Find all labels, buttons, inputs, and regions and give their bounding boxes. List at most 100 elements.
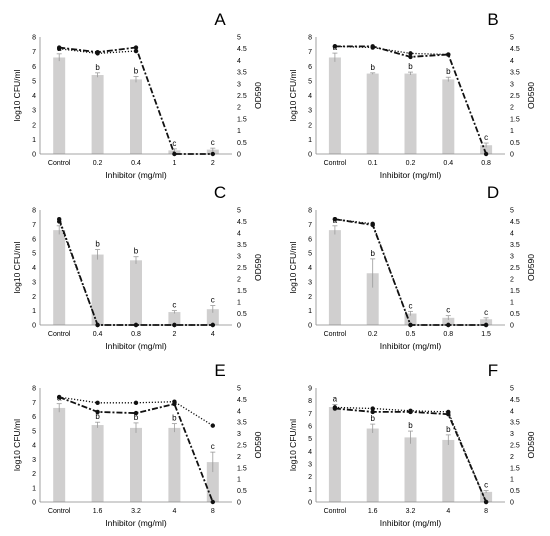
line-dashed-marker: [95, 50, 100, 55]
line-dashed-marker: [57, 45, 62, 50]
y2-tick-label: 0: [237, 323, 241, 330]
y-tick-label: 7: [32, 222, 36, 229]
y2-tick-label: 2: [510, 454, 514, 461]
x-tick-label: 4: [446, 508, 450, 515]
bar: [480, 145, 493, 154]
y2-tick-label: 2.5: [237, 443, 247, 450]
y-tick-label: 6: [32, 64, 36, 71]
y2-tick-label: 1: [237, 477, 241, 484]
bar: [366, 273, 379, 325]
y-axis-label: log10 CFU/ml: [288, 419, 298, 471]
y-tick-label: 1: [308, 487, 312, 494]
y2-tick-label: 1.5: [510, 465, 520, 472]
y2-axis-label: OD590: [526, 431, 536, 458]
line-dashed: [58, 396, 214, 503]
y2-tick-label: 1.5: [237, 288, 247, 295]
chart-panel-F: a b b b c 0 1 2 3 4 5 6 7 8 9 0 0.5 1 1.5 2 2.5 3 3.5 4 4.5 5 Cont…: [288, 361, 536, 528]
y2-tick-label: 3: [510, 431, 514, 438]
x-tick-label: 0.4: [131, 160, 141, 167]
y2-tick-label: 5: [237, 35, 241, 42]
y2-tick-label: 4.5: [510, 219, 520, 226]
line-dashed-marker: [172, 401, 177, 407]
x-axis-label: Inhibitor (mg/ml): [105, 518, 167, 528]
y2-tick-label: 1: [237, 300, 241, 307]
bar: [53, 230, 66, 325]
y2-tick-label: 2.5: [237, 93, 247, 100]
y2-tick-label: 1: [510, 300, 514, 307]
y2-tick-label: 4: [510, 231, 514, 238]
y-tick-label: 0: [32, 323, 36, 330]
y-axis-label: log10 CFU/ml: [288, 69, 298, 121]
y2-tick-label: 4.5: [237, 219, 247, 226]
line-dashed-marker: [408, 409, 413, 415]
y-tick-label: 2: [32, 471, 36, 478]
significance-letter: c: [446, 306, 450, 315]
y-tick-label: 5: [32, 251, 36, 258]
y2-tick-label: 3: [237, 254, 241, 261]
y2-tick-label: 1: [510, 128, 514, 135]
y2-axis-label: OD590: [526, 254, 536, 281]
y2-tick-label: 3: [237, 431, 241, 438]
line-dashed-marker: [483, 151, 489, 157]
x-tick-label: 4: [172, 508, 176, 515]
significance-letter: c: [211, 296, 215, 305]
x-axis-label: Inhibitor (mg/ml): [105, 170, 167, 180]
significance-letter: c: [484, 308, 488, 317]
y2-tick-label: 2.5: [510, 93, 520, 100]
bar: [328, 57, 341, 154]
y2-tick-label: 2: [237, 105, 241, 112]
x-tick-label: 2: [211, 160, 215, 167]
line-dashed-marker: [483, 322, 489, 328]
y2-tick-label: 4: [237, 58, 241, 65]
chart-panel-B: abbbc01234567800.511.522.533.544.55Contr…: [288, 10, 536, 180]
y2-tick-label: 2: [237, 454, 241, 461]
significance-letter: b: [446, 425, 451, 434]
y2-tick-label: 4.5: [510, 397, 520, 404]
y2-tick-label: 0.5: [510, 488, 520, 495]
x-axis-label: Inhibitor (mg/ml): [380, 341, 442, 351]
y2-tick-label: 1.5: [237, 465, 247, 472]
chart-panel-E: abbbc01234567800.511.522.533.544.55Contr…: [12, 361, 263, 528]
x-tick-label: 3.2: [406, 508, 416, 515]
y2-tick-label: 0: [510, 152, 514, 159]
y-axis-label: log10 CFU/ml: [12, 241, 22, 293]
line-dashed-marker: [172, 151, 177, 157]
significance-letter: c: [211, 138, 215, 147]
y2-tick-label: 4: [510, 408, 514, 415]
y2-tick-label: 2: [510, 277, 514, 284]
x-tick-label: 0.4: [93, 331, 103, 338]
y-tick-label: 6: [308, 236, 312, 243]
y2-tick-label: 2.5: [510, 443, 520, 450]
y2-axis-label: OD590: [253, 254, 263, 281]
significance-letter: b: [95, 240, 100, 249]
y-tick-label: 4: [32, 443, 36, 450]
y-tick-label: 8: [32, 35, 36, 42]
y-tick-label: 8: [32, 208, 36, 215]
panel-letter: D: [487, 183, 499, 202]
y-tick-label: 8: [32, 386, 36, 393]
bar: [442, 439, 455, 502]
y-tick-label: 8: [308, 398, 312, 405]
y2-tick-label: 5: [237, 386, 241, 393]
significance-letter: c: [409, 301, 413, 310]
y2-axis-label: OD590: [253, 431, 263, 458]
y2-tick-label: 3.5: [510, 242, 520, 249]
x-axis-label: Inhibitor (mg/ml): [380, 170, 442, 180]
y-tick-label: 4: [308, 449, 312, 456]
bar: [91, 75, 104, 154]
significance-letter: c: [484, 133, 488, 142]
y2-tick-label: 3.5: [237, 70, 247, 77]
y-tick-label: 2: [308, 474, 312, 481]
y2-tick-label: 0: [237, 500, 241, 507]
y2-tick-label: 1.5: [510, 116, 520, 123]
bar: [366, 73, 379, 154]
y-tick-label: 3: [32, 108, 36, 115]
y-axis-label: log10 CFU/ml: [288, 241, 298, 293]
line-dashed-marker: [210, 499, 215, 505]
x-tick-label: 8: [211, 508, 215, 515]
x-tick-label: Control: [48, 331, 71, 338]
line-dashed-marker: [57, 394, 62, 400]
x-tick-label: 0.8: [481, 160, 491, 167]
y-tick-label: 4: [32, 265, 36, 272]
